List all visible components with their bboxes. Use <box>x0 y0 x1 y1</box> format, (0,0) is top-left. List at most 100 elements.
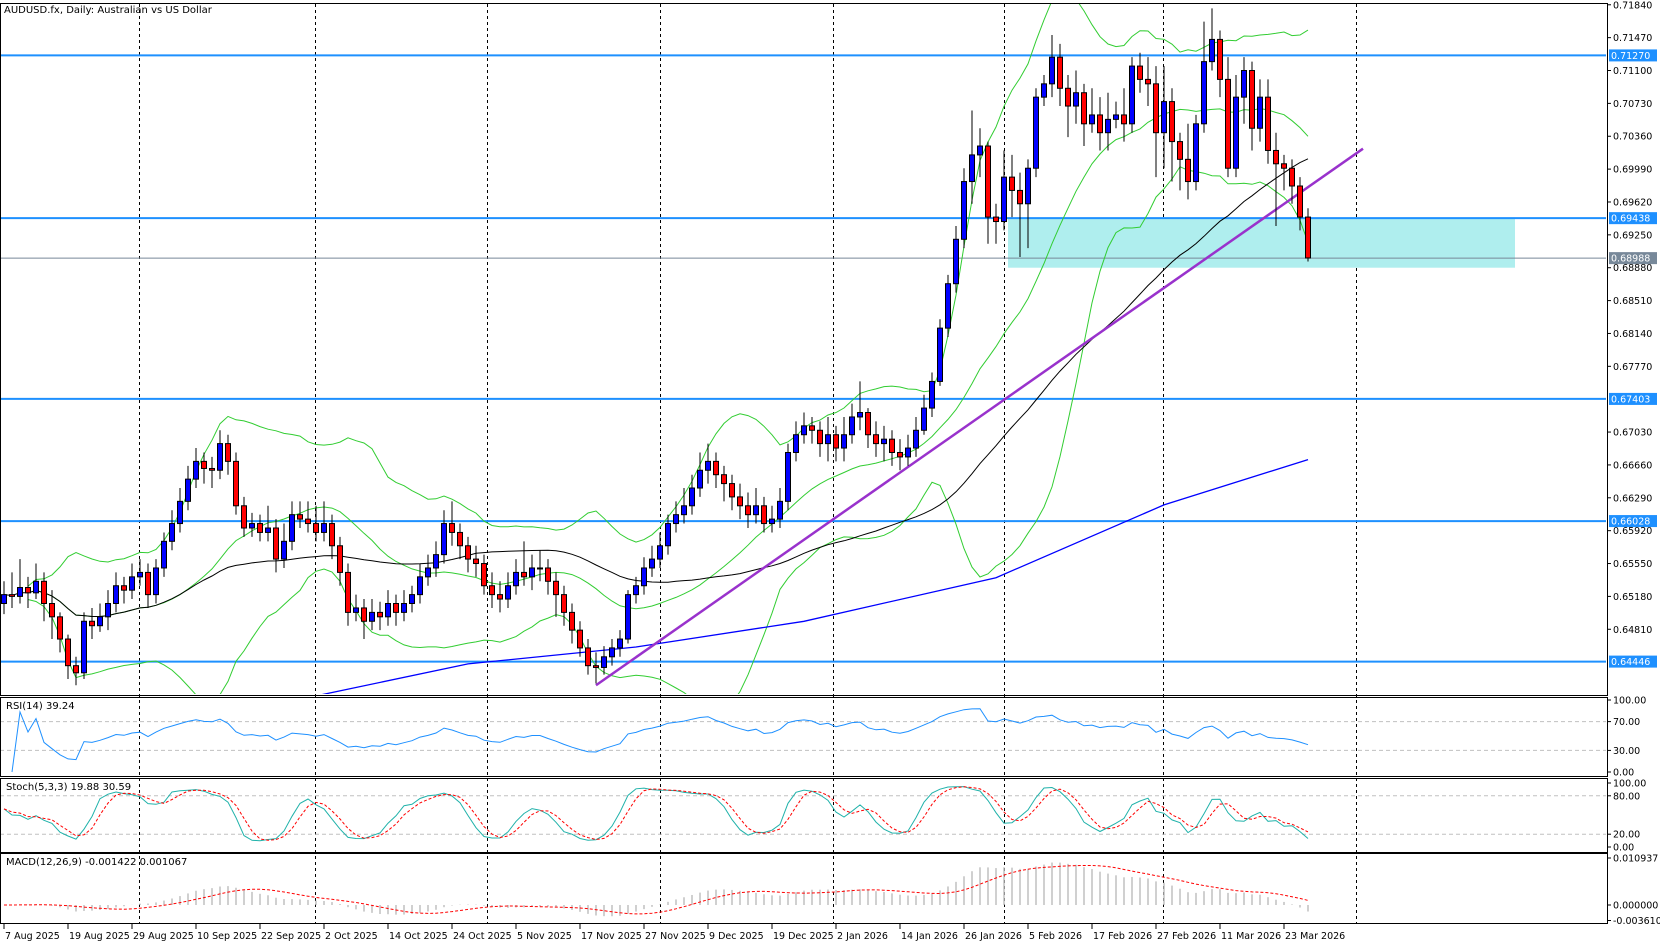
stoch-main-line <box>3 786 1309 842</box>
bull-candle-body <box>881 438 887 445</box>
date-tick-label: 7 Aug 2025 <box>5 931 60 942</box>
bear-candle-body <box>569 611 575 631</box>
candle <box>9 572 15 608</box>
bull-candle-body <box>1201 61 1207 125</box>
candle <box>785 443 791 511</box>
candle <box>41 572 47 622</box>
candle <box>833 425 839 462</box>
bear-candle-body <box>25 587 31 594</box>
candle <box>241 496 247 537</box>
candle <box>1305 208 1311 262</box>
price-pane[interactable] <box>0 0 1607 712</box>
bear-candle-body <box>833 434 839 449</box>
macd-tick-label: 0.010937 <box>1613 854 1658 865</box>
bull-candle-body <box>753 505 759 516</box>
bear-candle-body <box>1057 56 1063 89</box>
bull-candle-body <box>401 603 407 613</box>
bull-candle-body <box>825 434 831 445</box>
candle <box>865 408 871 449</box>
current-price-label: 0.68988 <box>1611 254 1650 265</box>
bull-candle-body <box>33 580 39 594</box>
candle <box>1097 97 1103 151</box>
candle <box>1201 21 1207 133</box>
candle <box>177 488 183 533</box>
date-tick-label: 17 Feb 2026 <box>1093 931 1152 942</box>
candle <box>65 634 71 680</box>
rsi-pane[interactable] <box>0 708 1607 773</box>
candle <box>841 416 847 462</box>
level-price-tag <box>1609 392 1657 405</box>
macd-pane[interactable] <box>4 862 1309 917</box>
candle <box>665 514 671 555</box>
main-pane-frame <box>0 3 1608 696</box>
candle <box>57 612 63 653</box>
price-tick-label: 0.64810 <box>1613 625 1652 636</box>
candle <box>377 601 383 631</box>
candle <box>777 488 783 528</box>
pane-frames <box>0 3 1608 924</box>
bear-candle-body <box>1217 38 1223 80</box>
bull-candle-body <box>1 594 7 605</box>
candle <box>561 585 567 626</box>
bear-candle-body <box>225 443 231 462</box>
candle <box>729 474 735 511</box>
candle <box>305 501 311 533</box>
candle <box>465 536 471 573</box>
date-tick-label: 14 Oct 2025 <box>389 931 448 942</box>
level-price-label: 0.69438 <box>1611 214 1650 225</box>
date-tick-label: 26 Jan 2026 <box>965 931 1022 942</box>
candle <box>553 572 559 617</box>
bear-candle-body <box>1081 92 1087 125</box>
level-price-label: 0.67403 <box>1611 394 1650 405</box>
candle <box>169 510 175 551</box>
candle <box>921 394 927 435</box>
chart-title: AUDUSD.fx, Daily: Australian vs US Dolla… <box>4 5 213 16</box>
candle <box>25 576 31 608</box>
candle <box>1169 88 1175 182</box>
stoch-pane[interactable] <box>0 786 1607 842</box>
date-tick-label: 5 Nov 2025 <box>517 931 572 942</box>
bull-candle-body <box>105 603 111 618</box>
bear-candle-body <box>313 523 319 533</box>
macd-tick-label: -0.003610 <box>1613 916 1660 927</box>
bull-candle-body <box>665 523 671 547</box>
candle <box>1089 88 1095 133</box>
bull-candle-body <box>1113 114 1119 120</box>
date-tick-label: 24 Oct 2025 <box>453 931 512 942</box>
bull-candle-body <box>601 656 607 668</box>
candle <box>401 590 407 622</box>
candle <box>201 452 207 484</box>
bull-candle-body <box>1089 114 1095 125</box>
candle <box>1073 70 1079 124</box>
candle <box>1081 83 1087 147</box>
bull-candle-body <box>321 523 327 533</box>
candle <box>369 599 375 631</box>
bear-candle-body <box>745 505 751 516</box>
bull-candle-body <box>17 587 23 597</box>
bull-candle-body <box>425 567 431 578</box>
bull-candle-body <box>249 523 255 529</box>
price-tick-label: 0.69250 <box>1613 230 1652 241</box>
rsi-tick-label: 70.00 <box>1613 717 1640 728</box>
bear-candle-body <box>1273 149 1279 165</box>
candle <box>705 443 711 484</box>
candle <box>73 656 79 686</box>
candle <box>1177 132 1183 191</box>
bull-candle-body <box>905 447 911 458</box>
bull-candle-body <box>1105 118 1111 134</box>
bear-candle-body <box>897 451 903 458</box>
candle <box>161 532 167 577</box>
level-price-tag <box>1609 49 1657 62</box>
bear-candle-body <box>1185 158 1191 183</box>
bull-candle-body <box>625 594 631 640</box>
level-price-tag <box>1609 212 1657 225</box>
candle <box>1297 177 1303 231</box>
candle <box>345 563 351 626</box>
rsi-tick-label: 0.00 <box>1613 768 1634 779</box>
bull-candle-body <box>841 434 847 449</box>
candle <box>329 514 335 560</box>
price-tick-label: 0.71470 <box>1613 33 1652 44</box>
bull-candle-body <box>641 567 647 587</box>
candle <box>409 585 415 613</box>
